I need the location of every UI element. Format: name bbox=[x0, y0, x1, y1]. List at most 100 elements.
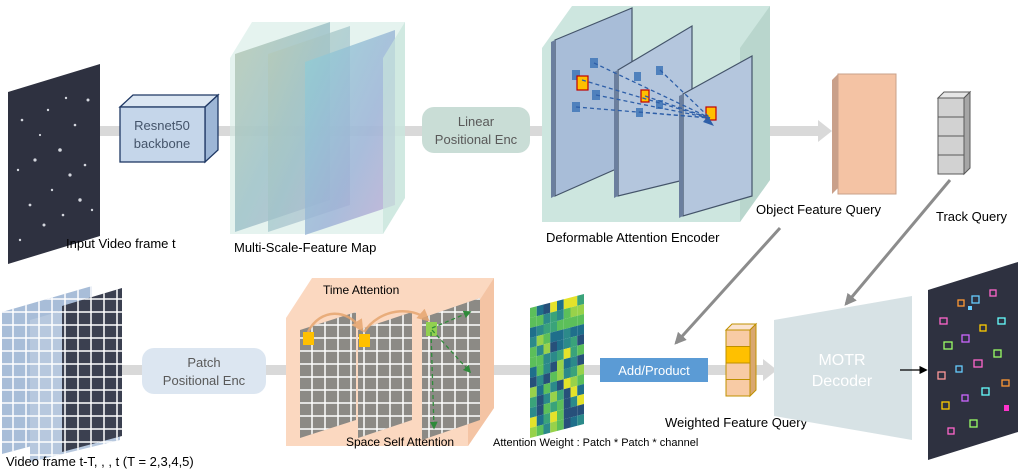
heatmap-cell bbox=[536, 314, 544, 327]
heatmap-cell bbox=[557, 299, 564, 311]
heatmap-cell bbox=[550, 381, 557, 393]
heatmap-cell bbox=[570, 295, 578, 308]
heatmap-cell bbox=[536, 324, 544, 337]
object-query-label: Object Feature Query bbox=[756, 202, 881, 217]
heatmap-cell bbox=[550, 301, 557, 313]
heatmap-cell bbox=[570, 405, 578, 418]
heatmap-cell bbox=[530, 366, 537, 378]
heatmap-cell bbox=[550, 351, 557, 363]
heatmap-cell bbox=[536, 304, 544, 317]
weighted-query-label: Weighted Feature Query bbox=[665, 415, 808, 430]
heatmap-cell bbox=[570, 355, 578, 368]
heatmap-cell bbox=[530, 396, 537, 408]
heatmap-cell bbox=[570, 395, 578, 408]
heatmap-cell bbox=[536, 404, 544, 417]
input-video-frame: Input Video frame t bbox=[8, 64, 176, 264]
heatmap-cell bbox=[570, 305, 578, 318]
heatmap-cell bbox=[563, 327, 571, 340]
heatmap-cell bbox=[570, 385, 578, 398]
heatmap-cell bbox=[563, 377, 571, 390]
attention-weight-label: Attention Weight : Patch * Patch * chann… bbox=[493, 437, 698, 449]
heatmap-cell bbox=[536, 424, 544, 437]
heatmap-cell bbox=[543, 312, 551, 325]
deformable-attention-encoder: Deformable Attention Encoder bbox=[542, 6, 770, 245]
input-frame-label: Input Video frame t bbox=[66, 236, 176, 251]
heatmap-cell bbox=[563, 357, 571, 370]
heatmap-cell bbox=[577, 334, 584, 346]
heatmap-cell bbox=[543, 402, 551, 415]
heatmap-cell bbox=[577, 294, 584, 306]
heatmap-cell bbox=[557, 399, 564, 411]
heatmap-cell bbox=[563, 397, 571, 410]
add-product-label: Add/Product bbox=[618, 363, 690, 378]
heatmap-cell bbox=[577, 404, 584, 416]
heatmap-cell bbox=[530, 376, 537, 388]
heatmap-cell bbox=[570, 315, 578, 328]
track-query-stack: Track Query bbox=[936, 90, 1008, 224]
heatmap-cell bbox=[557, 329, 564, 341]
heatmap-cell bbox=[536, 344, 544, 357]
heatmap-cell bbox=[530, 356, 537, 368]
heatmap-cell bbox=[550, 321, 557, 333]
object-feature-query: Object Feature Query bbox=[756, 73, 897, 217]
heatmap-cell bbox=[557, 319, 564, 331]
heatmap-cell bbox=[550, 331, 557, 343]
heatmap-cell bbox=[557, 359, 564, 371]
heatmap-cell bbox=[550, 421, 557, 433]
heatmap-cell bbox=[543, 372, 551, 385]
heatmap-cell bbox=[577, 394, 584, 406]
heatmap-cell bbox=[543, 362, 551, 375]
heatmap-cell bbox=[536, 394, 544, 407]
heatmap-cell bbox=[563, 317, 571, 330]
heatmap-cell bbox=[557, 419, 564, 431]
heatmap-cell bbox=[577, 344, 584, 356]
heatmap-cell bbox=[530, 316, 537, 328]
heatmap-cell bbox=[543, 382, 551, 395]
heatmap-cell bbox=[570, 365, 578, 378]
heatmap-cell bbox=[577, 374, 584, 386]
heatmap-cell bbox=[563, 347, 571, 360]
heatmap-cell bbox=[530, 336, 537, 348]
heatmap-cell bbox=[570, 345, 578, 358]
motr-decoder: MOTR Decoder bbox=[774, 296, 928, 440]
weighted-feature-query: Weighted Feature Query bbox=[665, 322, 808, 430]
backbone-label-line2: backbone bbox=[134, 136, 190, 151]
time-space-attention-block: Time Attention Space Self Attention bbox=[286, 278, 494, 449]
heatmap-cell bbox=[577, 354, 584, 366]
heatmap-cell bbox=[536, 364, 544, 377]
heatmap-cell bbox=[570, 335, 578, 348]
heatmap-cell bbox=[557, 339, 564, 351]
heatmap-cell bbox=[563, 337, 571, 350]
heatmap-cell bbox=[550, 411, 557, 423]
patch-label-line2: Positional Enc bbox=[163, 373, 246, 388]
heatmap-cell bbox=[530, 406, 537, 418]
heatmap-cell bbox=[550, 371, 557, 383]
resnet-backbone-block: Resnet50 backbone bbox=[118, 93, 220, 164]
heatmap-cell bbox=[557, 309, 564, 321]
heatmap-cell bbox=[536, 354, 544, 367]
heatmap-cell bbox=[543, 352, 551, 365]
heatmap-cell bbox=[563, 387, 571, 400]
heatmap-cell bbox=[563, 407, 571, 420]
heatmap-cell bbox=[577, 384, 584, 396]
patch-label-line1: Patch bbox=[187, 355, 220, 370]
heatmap-cell bbox=[530, 386, 537, 398]
heatmap-cell bbox=[530, 326, 537, 338]
heatmap-cell bbox=[563, 417, 571, 430]
heatmap-cell bbox=[550, 391, 557, 403]
heatmap-cell bbox=[530, 346, 537, 358]
heatmap-cell bbox=[536, 374, 544, 387]
heatmap-cell bbox=[577, 414, 584, 426]
heatmap-cell bbox=[557, 349, 564, 361]
heatmap-cell bbox=[530, 416, 537, 428]
space-attention-label: Space Self Attention bbox=[346, 435, 454, 449]
heatmap-cell bbox=[543, 332, 551, 345]
query-arrows bbox=[674, 179, 952, 345]
linear-label-line1: Linear bbox=[458, 114, 495, 129]
track-query-label: Track Query bbox=[936, 209, 1008, 224]
heatmap-cell bbox=[557, 389, 564, 401]
heatmap-cell bbox=[543, 392, 551, 405]
heatmap-cell bbox=[577, 364, 584, 376]
feature-map-label: Multi-Scale-Feature Map bbox=[234, 240, 376, 255]
